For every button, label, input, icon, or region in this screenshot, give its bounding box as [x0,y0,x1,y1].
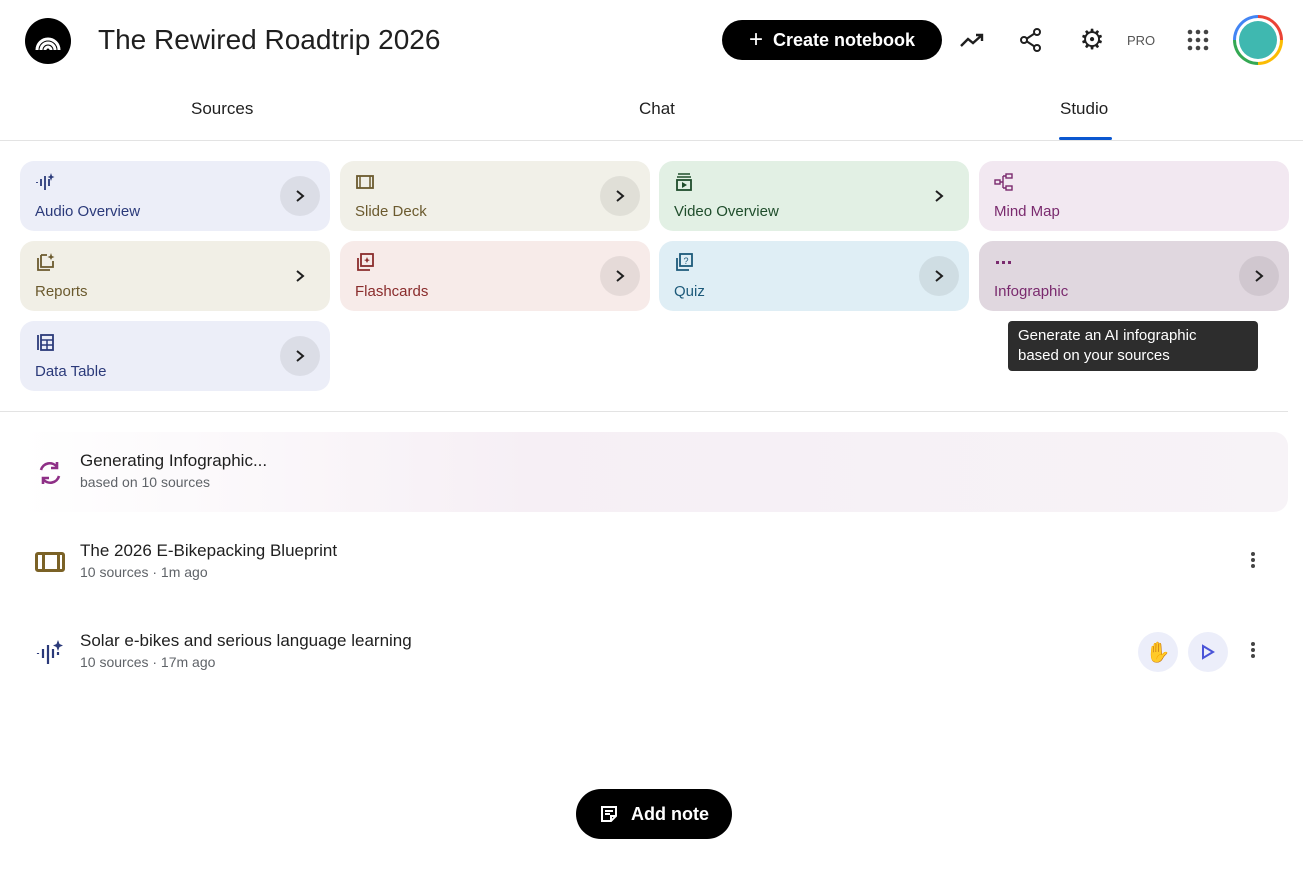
section-divider [0,411,1288,412]
output-title: The 2026 E-Bikepacking Blueprint [80,541,338,560]
chevron-right-icon[interactable] [280,256,320,296]
tab-sources[interactable]: Sources [191,99,254,118]
flashcards-icon [357,253,374,271]
output-subtitle: 10 sources · 17m ago [80,654,216,670]
audio-waveform-sparkle-icon [36,173,55,190]
chevron-right-icon[interactable] [919,256,959,296]
chevron-right-icon[interactable] [1239,256,1279,296]
tabs-divider [0,140,1303,141]
studio-tool-label: Data Table [35,363,107,380]
studio-tool-data-table[interactable]: Data Table [20,321,330,391]
studio-tool-quiz[interactable]: ? Quiz [659,241,969,311]
studio-tool-label: Quiz [674,283,705,300]
studio-tool-infographic[interactable]: Infographic [979,241,1289,311]
reports-icon [37,253,55,271]
pro-badge: PRO [1127,33,1156,48]
wave-hand-icon: ✋ [1145,641,1171,664]
studio-tool-video-overview[interactable]: Video Overview [659,161,969,231]
settings-gear-icon[interactable]: ⚙ [1079,24,1105,55]
output-subtitle: based on 10 sources [80,474,210,490]
analytics-trend-icon[interactable] [957,25,987,55]
apps-grid-icon[interactable] [1183,25,1213,55]
plus-icon: + [748,26,763,53]
studio-tool-slide-deck[interactable]: Slide Deck [340,161,650,231]
chevron-right-icon[interactable] [919,176,959,216]
studio-tool-label: Flashcards [355,283,429,300]
play-icon [1202,644,1215,660]
audio-waveform-sparkle-icon [36,638,64,671]
infographic-tooltip: Generate an AI infographic based on your … [1008,321,1258,371]
infographic-icon [996,261,1011,264]
add-note-button[interactable]: Add note [576,789,732,839]
notebook-title[interactable]: The Rewired Roadtrip 2026 [98,24,441,55]
output-subtitle: 10 sources · 1m ago [80,564,208,580]
more-options-icon[interactable] [1241,548,1265,572]
studio-tool-reports[interactable]: Reports [20,241,330,311]
more-options-icon[interactable] [1241,638,1265,662]
add-note-label: Add note [631,803,709,824]
create-notebook-button[interactable]: + Create notebook [722,20,942,60]
active-tab-indicator [1059,137,1112,140]
notebook-logo-icon [35,37,61,51]
user-avatar[interactable] [1233,15,1283,65]
studio-tool-flashcards[interactable]: Flashcards [340,241,650,311]
interactive-mode-button[interactable]: ✋ [1138,632,1178,672]
play-button[interactable] [1188,632,1228,672]
share-icon[interactable] [1016,25,1046,55]
output-title: Solar e-bikes and serious language learn… [80,631,412,650]
video-icon [676,173,692,191]
studio-tool-label: Mind Map [994,203,1060,220]
studio-tool-mind-map[interactable]: Mind Map [979,161,1289,231]
app-logo[interactable] [25,18,71,64]
svg-text:?: ? [683,256,688,266]
create-notebook-label: Create notebook [772,29,916,50]
quiz-icon: ? [676,253,693,271]
chevron-right-icon[interactable] [600,256,640,296]
mind-map-icon [994,173,1013,191]
generating-item [20,432,1288,512]
tab-chat[interactable]: Chat [639,99,675,118]
slide-deck-icon [356,175,374,189]
tab-studio[interactable]: Studio [1060,99,1109,118]
chevron-right-icon[interactable] [280,336,320,376]
studio-tool-label: Infographic [994,283,1069,300]
chevron-right-icon[interactable] [280,176,320,216]
sync-icon [36,460,64,491]
studio-tool-label: Audio Overview [35,203,141,220]
studio-tool-label: Video Overview [674,203,779,220]
output-title: Generating Infographic... [80,451,268,470]
studio-tool-label: Reports [35,283,88,300]
chevron-right-icon[interactable] [600,176,640,216]
studio-tool-audio-overview[interactable]: Audio Overview [20,161,330,231]
note-icon [601,806,617,822]
studio-tool-label: Slide Deck [355,203,427,220]
tooltip-line: Generate an AI infographic [1018,327,1197,344]
data-table-icon [37,334,54,351]
tooltip-line: based on your sources [1018,347,1170,364]
slide-deck-icon [35,552,65,572]
